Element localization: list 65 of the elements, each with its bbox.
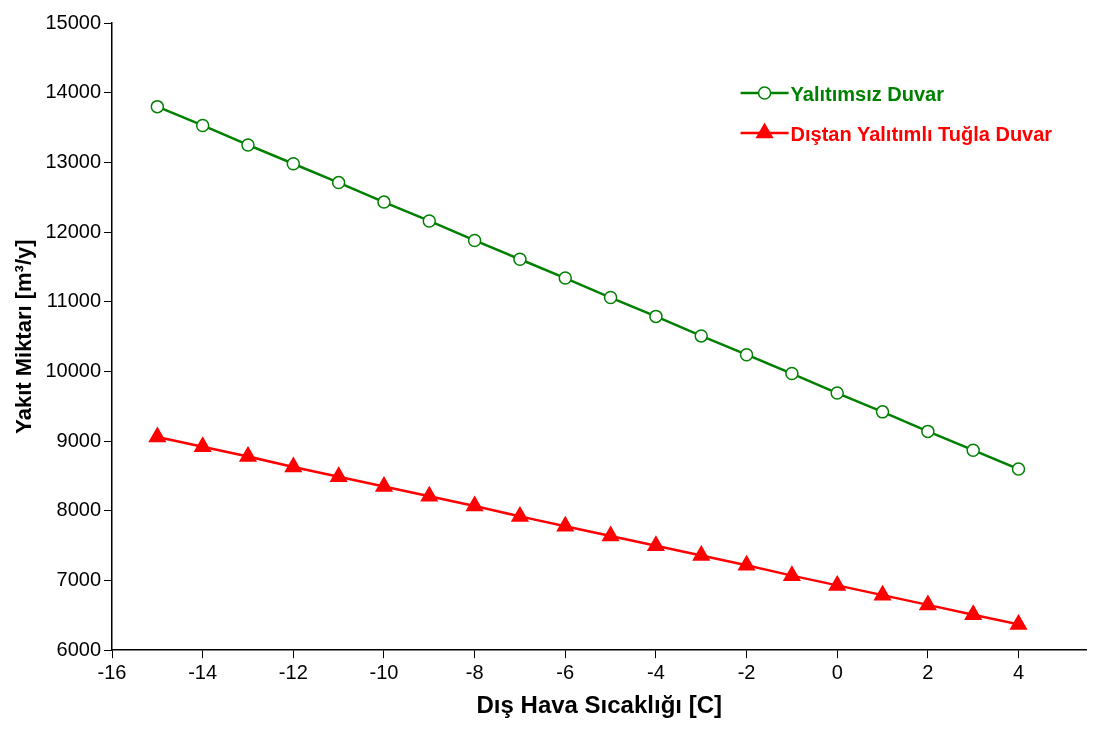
point — [873, 585, 892, 601]
point — [830, 386, 844, 400]
point — [558, 271, 573, 285]
point — [195, 118, 210, 133]
point — [420, 486, 438, 502]
point — [785, 366, 799, 381]
point — [919, 595, 937, 611]
point — [330, 466, 348, 482]
point — [739, 347, 754, 362]
x-tick-label: 2 — [922, 660, 934, 683]
point — [556, 516, 574, 532]
x-tick-label: -2 — [737, 660, 756, 683]
x-tick-label: 4 — [1012, 660, 1025, 683]
point — [738, 555, 756, 571]
point — [467, 233, 482, 248]
point — [649, 309, 663, 324]
point — [647, 535, 665, 551]
point — [194, 436, 212, 452]
y-tick-label: 11000 — [46, 289, 102, 312]
point — [286, 157, 301, 171]
point — [1009, 614, 1028, 630]
point — [239, 446, 257, 462]
point — [148, 427, 166, 443]
x-tick-label: -10 — [369, 660, 399, 683]
y-tick-label: 13000 — [45, 149, 102, 172]
point — [513, 252, 527, 266]
point — [783, 565, 801, 581]
x-tick-label: -8 — [465, 660, 484, 683]
point — [692, 545, 710, 561]
point — [602, 526, 620, 542]
y-tick-label: 8000 — [56, 498, 102, 521]
point — [921, 424, 935, 439]
point — [828, 575, 846, 591]
legend-label: Dıştan Yalıtımlı Tuğla Duvar — [790, 122, 1053, 145]
y-tick-label: 14000 — [45, 80, 102, 103]
x-axis-title: Dış Hava Sıcaklığı [C] — [476, 691, 722, 719]
y-tick-label: 12000 — [45, 219, 102, 242]
y-tick-label: 15000 — [45, 10, 102, 33]
point — [964, 604, 982, 620]
point — [331, 175, 346, 190]
point — [966, 443, 980, 457]
x-tick-label: -16 — [97, 660, 127, 683]
point — [422, 214, 437, 228]
x-tick-label: -4 — [647, 660, 665, 683]
point — [377, 195, 391, 209]
x-tick-label: 0 — [831, 660, 843, 683]
point — [511, 506, 529, 522]
point — [875, 405, 890, 419]
x-tick-label: -6 — [556, 660, 575, 683]
point — [150, 99, 165, 114]
y-tick-label: 9000 — [56, 428, 102, 451]
y-tick-label: 6000 — [56, 637, 102, 660]
x-tick-label: -12 — [278, 660, 308, 683]
y-tick-label: 7000 — [56, 568, 102, 591]
point — [284, 457, 302, 473]
point — [1011, 462, 1026, 476]
legend-label: Yalıtımsız Duvar — [790, 82, 945, 105]
point — [375, 476, 393, 492]
y-axis-title: Yakıt Miktarı [m³/y] — [11, 239, 37, 434]
point — [603, 290, 618, 305]
point — [241, 138, 255, 152]
x-tick-label: -14 — [188, 660, 218, 683]
point — [466, 496, 484, 512]
point — [694, 329, 708, 343]
y-tick-label: 10000 — [45, 358, 102, 381]
